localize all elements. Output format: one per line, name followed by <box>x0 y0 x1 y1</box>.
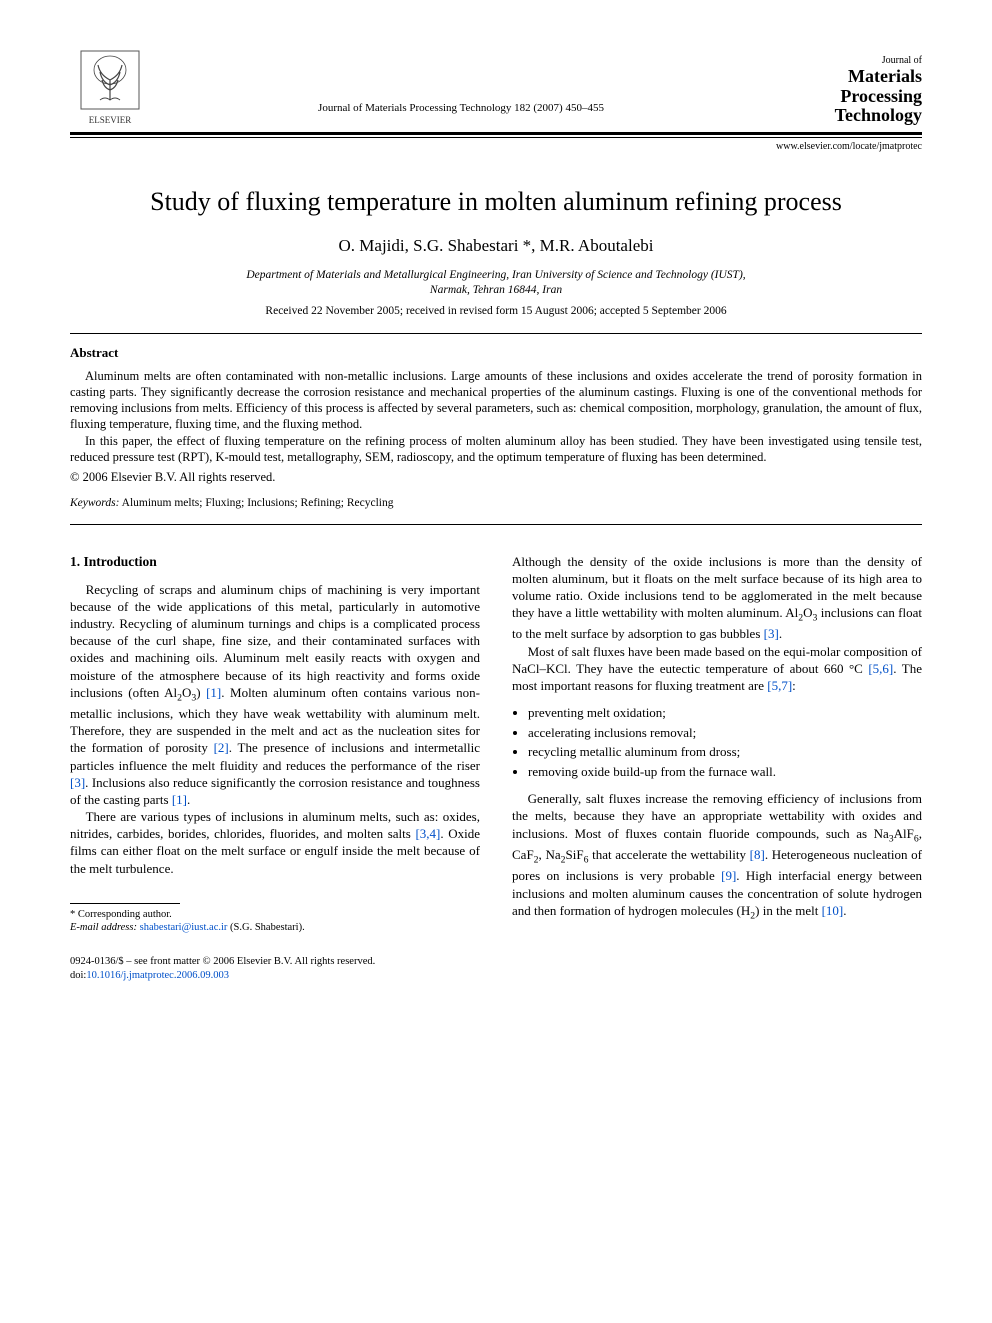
front-matter-footer: 0924-0136/$ – see front matter © 2006 El… <box>70 955 922 982</box>
intro-p2: There are various types of inclusions in… <box>70 808 480 877</box>
publisher-name: ELSEVIER <box>70 114 150 126</box>
abstract-p1: Aluminum melts are often contaminated wi… <box>70 368 922 433</box>
journal-main-title: Materials Processing Technology <box>772 67 922 126</box>
doi-link[interactable]: 10.1016/j.jmatprotec.2006.09.003 <box>86 970 229 981</box>
section-1-heading: 1. Introduction <box>70 553 480 571</box>
cite-2[interactable]: [2] <box>214 740 229 755</box>
doi-line: doi:10.1016/j.jmatprotec.2006.09.003 <box>70 969 922 983</box>
body-columns: 1. Introduction Recycling of scraps and … <box>70 553 922 935</box>
cite-1b[interactable]: [1] <box>172 792 187 807</box>
keywords: Keywords: Aluminum melts; Fluxing; Inclu… <box>70 496 922 512</box>
front-matter-line: 0924-0136/$ – see front matter © 2006 El… <box>70 955 922 969</box>
journal-citation: Journal of Materials Processing Technolo… <box>150 101 772 126</box>
list-item: recycling metallic aluminum from dross; <box>528 743 922 761</box>
cite-9[interactable]: [9] <box>721 868 736 883</box>
cite-56[interactable]: [5,6] <box>868 661 893 676</box>
corresponding-label: * Corresponding author. <box>70 908 480 922</box>
header-rule-top <box>70 132 922 135</box>
article-dates: Received 22 November 2005; received in r… <box>70 304 922 320</box>
reasons-list: preventing melt oxidation; accelerating … <box>528 704 922 780</box>
doi-label: doi: <box>70 970 86 981</box>
list-item: preventing melt oxidation; <box>528 704 922 722</box>
cite-57[interactable]: [5,7] <box>767 678 792 693</box>
cite-8[interactable]: [8] <box>750 847 765 862</box>
list-item: removing oxide build-up from the furnace… <box>528 763 922 781</box>
email-label: E-mail address: <box>70 922 137 933</box>
abstract-p2: In this paper, the effect of fluxing tem… <box>70 433 922 466</box>
abstract-body: Aluminum melts are often contaminated wi… <box>70 368 922 466</box>
abstract-rule-bottom <box>70 524 922 525</box>
email-attrib: (S.G. Shabestari). <box>230 922 305 933</box>
email-link[interactable]: shabestari@iust.ac.ir <box>140 922 228 933</box>
list-item: accelerating inclusions removal; <box>528 724 922 742</box>
cite-3a[interactable]: [3] <box>70 775 85 790</box>
keywords-label: Keywords: <box>70 497 119 509</box>
publisher-logo: ELSEVIER <box>70 50 150 126</box>
authors: O. Majidi, S.G. Shabestari *, M.R. About… <box>70 235 922 258</box>
elsevier-tree-icon <box>80 50 140 110</box>
cite-3b[interactable]: [3] <box>764 626 779 641</box>
left-column: 1. Introduction Recycling of scraps and … <box>70 553 480 935</box>
journal-small-label: Journal of <box>772 55 922 67</box>
abstract-heading: Abstract <box>70 344 922 362</box>
cite-1a[interactable]: [1] <box>206 685 221 700</box>
col2-p1: Although the density of the oxide inclus… <box>512 553 922 643</box>
corresponding-footnote: * Corresponding author. E-mail address: … <box>70 908 480 935</box>
header-rule-bottom <box>70 137 922 138</box>
article-title: Study of fluxing temperature in molten a… <box>70 184 922 219</box>
abstract-rule-top <box>70 333 922 334</box>
corresponding-email-line: E-mail address: shabestari@iust.ac.ir (S… <box>70 921 480 935</box>
footnote-rule <box>70 903 180 904</box>
affiliation: Department of Materials and Metallurgica… <box>70 268 922 298</box>
copyright: © 2006 Elsevier B.V. All rights reserved… <box>70 469 922 486</box>
intro-p1: Recycling of scraps and aluminum chips o… <box>70 581 480 808</box>
col2-p2: Most of salt fluxes have been made based… <box>512 643 922 694</box>
journal-header: ELSEVIER Journal of Materials Processing… <box>70 50 922 126</box>
journal-logo: Journal of Materials Processing Technolo… <box>772 55 922 126</box>
cite-10[interactable]: [10] <box>822 903 844 918</box>
cite-34[interactable]: [3,4] <box>415 826 440 841</box>
journal-url: www.elsevier.com/locate/jmatprotec <box>70 140 922 154</box>
keywords-text: Aluminum melts; Fluxing; Inclusions; Ref… <box>122 497 394 509</box>
right-column: Although the density of the oxide inclus… <box>512 553 922 935</box>
col2-p3: Generally, salt fluxes increase the remo… <box>512 790 922 923</box>
